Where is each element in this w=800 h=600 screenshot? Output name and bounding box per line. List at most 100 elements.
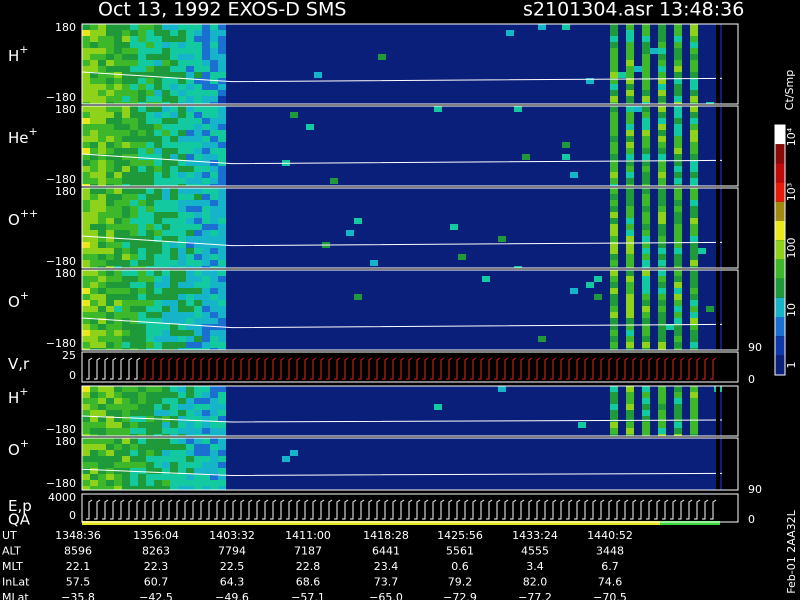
- spec-cell: [122, 434, 130, 436]
- spec-cell: [82, 288, 90, 294]
- spec-cell: [106, 444, 114, 450]
- spec-cell: [194, 218, 202, 224]
- spec-cell: [98, 60, 106, 66]
- spec-cell: [658, 178, 666, 184]
- vector-tick: [230, 357, 237, 380]
- label-text: O: [8, 441, 20, 459]
- spec-cell: [642, 248, 650, 254]
- spec-cell: [138, 348, 146, 350]
- spec-cell: [154, 324, 162, 330]
- spec-cell: [138, 456, 146, 462]
- spec-cell: [626, 78, 634, 84]
- spec-cell: [114, 42, 122, 48]
- cell: 5561: [446, 545, 474, 558]
- spec-cell: [90, 106, 98, 112]
- vector-tick: [286, 499, 293, 520]
- spec-cell: [186, 300, 194, 306]
- vector-tick: [190, 357, 197, 380]
- spec-cell: [170, 410, 178, 416]
- spec-cell: [146, 318, 154, 324]
- spec-cell: [98, 242, 106, 248]
- spec-cell: [114, 188, 122, 194]
- spec-cell: [130, 30, 138, 36]
- spec-cell: [138, 438, 146, 444]
- spec-cell: [194, 422, 202, 428]
- spec-cell: [114, 242, 122, 248]
- spec-cell: [186, 78, 194, 84]
- spec-cell: [170, 230, 178, 236]
- panel-bg: [82, 352, 722, 382]
- spec-cell: [90, 468, 98, 474]
- spec-cell: [610, 30, 618, 36]
- spec-cell: [122, 254, 130, 260]
- spec-cell: [170, 90, 178, 96]
- spec-cell: [202, 282, 210, 288]
- spec-cell: [186, 184, 194, 186]
- spec-cell: [210, 42, 218, 48]
- spec-cell: [154, 72, 162, 78]
- spec-cell: [122, 300, 130, 306]
- spec-cell: [690, 404, 698, 410]
- spec-cell: [658, 300, 666, 306]
- spec-cell: [626, 218, 634, 224]
- spec-cell: [186, 54, 194, 60]
- spec-cell: [90, 24, 98, 30]
- spec-cell: [690, 60, 698, 66]
- y2-tick-label: 0: [748, 373, 755, 386]
- cell: −65.0: [369, 591, 403, 600]
- spec-cell: [194, 450, 202, 456]
- spec-cell: [562, 142, 570, 148]
- spec-cell: [210, 160, 218, 166]
- spec-cell: [122, 230, 130, 236]
- spec-cell: [90, 438, 98, 444]
- y2-tick-label: 90: [748, 483, 762, 496]
- spec-cell: [210, 102, 218, 104]
- spec-cell: [178, 200, 186, 206]
- vector-tick: [94, 357, 101, 380]
- spec-cell: [202, 294, 210, 300]
- spec-cell: [130, 242, 138, 248]
- spec-cell: [146, 166, 154, 172]
- spec-cell: [138, 212, 146, 218]
- spec-cell: [146, 60, 154, 66]
- spec-cell: [674, 404, 682, 410]
- spec-cell: [610, 230, 618, 236]
- vector-tick: [654, 499, 661, 520]
- spec-cell: [154, 386, 162, 392]
- spec-cell: [202, 462, 210, 468]
- spec-cell: [106, 42, 114, 48]
- spec-cell: [138, 112, 146, 118]
- spec-cell: [178, 324, 186, 330]
- spec-cell: [114, 480, 122, 486]
- spec-cell: [130, 416, 138, 422]
- vector-tick: [198, 357, 205, 380]
- spec-cell: [138, 200, 146, 206]
- spec-cell: [138, 136, 146, 142]
- spec-cell: [138, 260, 146, 266]
- spec-cell: [690, 318, 698, 324]
- spec-cell: [138, 444, 146, 450]
- spec-cell: [202, 248, 210, 254]
- spec-cell: [658, 230, 666, 236]
- spec-cell: [178, 148, 186, 154]
- spec-cell: [178, 348, 186, 350]
- spec-cell: [82, 306, 90, 312]
- spec-cell: [98, 398, 106, 404]
- spec-cell: [122, 224, 130, 230]
- spec-cell: [106, 434, 114, 436]
- spec-cell: [562, 154, 570, 160]
- spec-cell: [138, 172, 146, 178]
- spec-cell: [202, 30, 210, 36]
- spec-cell: [186, 392, 194, 398]
- spec-cell: [674, 124, 682, 130]
- spec-cell: [186, 48, 194, 54]
- spec-cell: [658, 130, 666, 136]
- spec-cell: [162, 410, 170, 416]
- spec-cell: [674, 288, 682, 294]
- spec-cell: [162, 462, 170, 468]
- spec-cell: [130, 336, 138, 342]
- spec-cell: [610, 60, 618, 66]
- spec-cell: [146, 148, 154, 154]
- spec-cell: [114, 434, 122, 436]
- spec-cell: [538, 24, 546, 30]
